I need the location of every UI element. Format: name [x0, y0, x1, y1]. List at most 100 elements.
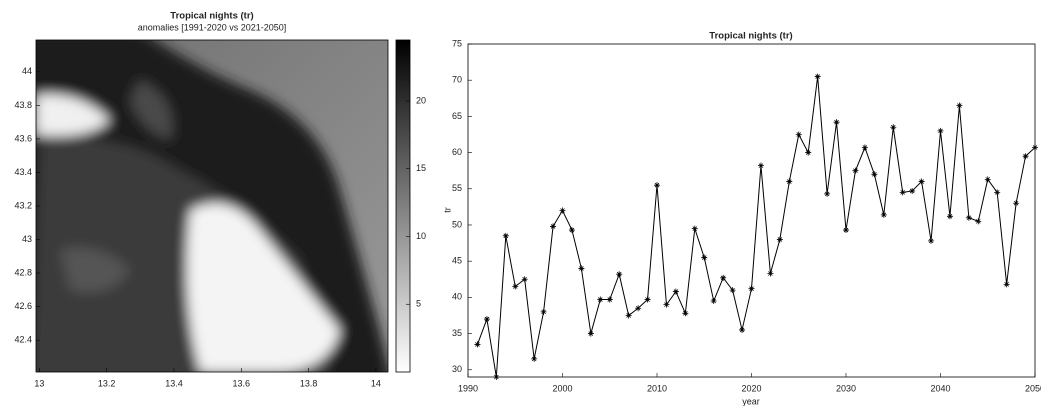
y-tick-label: 55 [452, 183, 462, 193]
x-tick-label: 2020 [741, 383, 761, 393]
point-marker [578, 265, 585, 272]
point-marker [861, 144, 868, 151]
point-marker [654, 182, 660, 189]
point-marker [994, 189, 1001, 196]
y-tick-label: 43.8 [14, 100, 32, 110]
x-tick-label: 14 [371, 378, 381, 388]
point-marker [701, 254, 708, 261]
point-marker [597, 296, 604, 303]
point-marker [1013, 200, 1020, 207]
series-line [476, 76, 1036, 378]
point-marker [843, 227, 849, 234]
point-marker [739, 326, 746, 333]
y-tick-label: 65 [452, 111, 462, 121]
point-marker [559, 207, 566, 214]
heatmap-image [36, 40, 388, 372]
point-marker [531, 355, 538, 362]
point-marker [956, 102, 963, 109]
y-tick-label: 42.6 [14, 301, 32, 311]
point-marker [710, 297, 717, 304]
point-marker [795, 131, 802, 138]
x-tick-label: 13.4 [165, 378, 183, 388]
y-tick-label: 43.4 [14, 167, 32, 177]
colorbar-tick-label: 10 [416, 231, 426, 241]
colorbar-tick-label: 5 [416, 299, 421, 309]
point-marker [474, 341, 481, 348]
x-tick-label: 13.6 [233, 378, 251, 388]
point-marker [824, 190, 831, 197]
point-marker [748, 285, 755, 292]
x-tick-label: 2030 [836, 383, 856, 393]
point-marker [965, 214, 972, 221]
point-marker [833, 119, 840, 126]
map-subtitle: anomalies [1991-2020 vs 2021-2050] [138, 22, 287, 32]
point-marker [1022, 153, 1029, 160]
point-marker [502, 232, 509, 239]
map-title: Tropical nights (tr) [170, 11, 253, 22]
point-marker [814, 73, 821, 80]
y-tick-label: 40 [452, 292, 462, 302]
y-axis-label: tr [442, 207, 452, 213]
y-tick-label: 43 [22, 234, 32, 244]
point-marker [937, 127, 944, 134]
y-tick-label: 43.6 [14, 133, 32, 143]
point-marker [663, 301, 670, 308]
y-tick-label: 50 [452, 219, 462, 229]
point-marker [635, 305, 642, 312]
point-marker [521, 276, 528, 283]
point-marker [786, 178, 793, 185]
y-tick-label: 60 [452, 147, 462, 157]
point-marker [540, 308, 547, 315]
colorbar-tick-label: 20 [416, 95, 426, 105]
point-marker [1032, 144, 1038, 151]
point-marker [691, 225, 698, 232]
point-marker [975, 218, 982, 225]
colorbar-tick-label: 15 [416, 163, 426, 173]
y-tick-label: 30 [452, 364, 462, 374]
line-title: Tropical nights (tr) [709, 31, 792, 42]
point-marker [625, 312, 632, 319]
x-tick-label: 2050 [1025, 383, 1041, 393]
point-marker [890, 124, 897, 131]
colorbar [395, 39, 411, 373]
x-tick-label: 2000 [552, 383, 572, 393]
point-marker [720, 274, 727, 281]
point-marker [946, 213, 953, 220]
point-marker [616, 271, 623, 278]
point-marker [682, 310, 689, 317]
point-marker [644, 296, 651, 303]
point-marker [918, 178, 925, 185]
point-marker [805, 149, 812, 156]
point-marker [606, 296, 613, 303]
point-marker [899, 189, 906, 196]
point-marker [1003, 281, 1010, 288]
x-tick-label: 2010 [647, 383, 667, 393]
x-tick-label: 13.8 [300, 378, 318, 388]
y-tick-label: 70 [452, 75, 462, 85]
y-tick-label: 45 [452, 256, 462, 266]
x-tick-label: 1990 [458, 383, 478, 393]
x-axis-label: year [742, 396, 760, 406]
point-marker [984, 176, 991, 183]
y-tick-label: 35 [452, 328, 462, 338]
point-marker [729, 287, 736, 294]
point-marker [568, 227, 575, 234]
point-marker [776, 236, 783, 243]
x-tick-label: 13 [34, 378, 44, 388]
point-marker [512, 283, 519, 290]
point-marker [909, 187, 916, 194]
y-tick-label: 43.2 [14, 200, 32, 210]
point-marker [871, 171, 878, 178]
point-marker [493, 374, 500, 380]
point-marker [880, 211, 887, 218]
y-tick-label: 42.4 [14, 335, 32, 345]
x-tick-label: 13.2 [98, 378, 116, 388]
x-tick-label: 2040 [930, 383, 950, 393]
point-marker [483, 316, 490, 323]
y-tick-label: 42.8 [14, 267, 32, 277]
y-tick-label: 75 [452, 38, 462, 48]
y-tick-label: 44 [22, 66, 32, 76]
point-marker [852, 167, 859, 174]
point-marker [550, 223, 557, 230]
